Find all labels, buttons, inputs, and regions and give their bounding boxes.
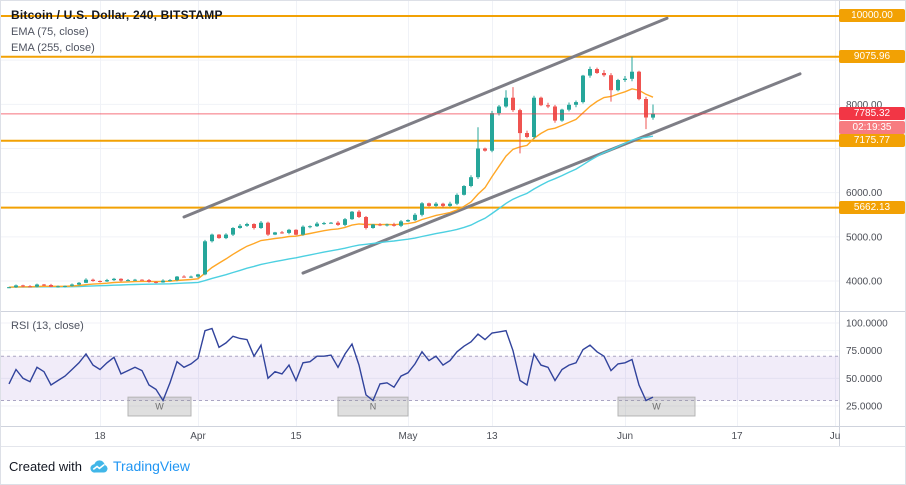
price-level-badge: 7175.77 <box>839 133 905 147</box>
bar-countdown-badge: 02:19:35 <box>839 120 905 134</box>
price-tick-label: 4000.00 <box>846 277 883 288</box>
time-axis-label: Ju <box>830 431 841 442</box>
time-axis-label: May <box>399 431 418 442</box>
price-level-badge: 10000.00 <box>839 9 905 22</box>
trend-channel-line[interactable] <box>301 72 802 275</box>
tradingview-link[interactable]: TradingView <box>112 458 191 474</box>
ema-75-line[interactable] <box>8 88 654 288</box>
rsi-band <box>1 356 839 401</box>
rsi-annotation-box[interactable] <box>127 396 192 417</box>
rsi-line[interactable] <box>8 327 654 403</box>
price-level-badge: 5662.13 <box>839 200 905 214</box>
rsi-tick-label: 50.0000 <box>846 374 883 385</box>
rsi-annotation-box[interactable] <box>617 396 696 417</box>
tradingview-logo-icon[interactable] <box>89 459 108 474</box>
current-price-badge: 7785.32 <box>839 106 905 120</box>
time-axis-label: 17 <box>731 431 743 442</box>
ema-255-line[interactable] <box>8 135 654 288</box>
created-with-label: Created with <box>9 458 82 474</box>
rsi-annotation-letter: W <box>155 402 164 412</box>
rsi-tick-label: 100.0000 <box>846 319 888 330</box>
price-chart-canvas[interactable]: W N W 8000.00 6000.00 5000.00 4000.00 100.0000 7… <box>1 1 905 446</box>
price-level-badge: 9075.96 <box>839 49 905 63</box>
footer: Created with TradingView <box>1 446 905 484</box>
main-pane[interactable] <box>1 15 839 289</box>
rsi-tick-label: 25.0000 <box>846 402 883 413</box>
chart-area[interactable]: W N W 8000.00 6000.00 5000.00 4000.00 100.0000 7… <box>1 1 905 446</box>
time-axis-label: 18 <box>94 431 106 442</box>
rsi-annotation-box[interactable] <box>337 396 409 417</box>
time-axis-label: 13 <box>486 431 498 442</box>
price-tick-label: 5000.00 <box>846 232 883 243</box>
price-tick-label: 8000.00 <box>846 100 883 111</box>
rsi-annotation-letter: N <box>370 402 377 412</box>
grid-lines <box>1 1 839 426</box>
time-axis-label: Apr <box>190 431 206 442</box>
rsi-tick-label: 75.0000 <box>846 346 883 357</box>
time-axis-label: Jun <box>617 431 633 442</box>
price-tick-label: 6000.00 <box>846 188 883 199</box>
trend-channel-line[interactable] <box>182 16 669 219</box>
time-axis-label: 15 <box>290 431 302 442</box>
rsi-annotation-letter: W <box>652 402 661 412</box>
